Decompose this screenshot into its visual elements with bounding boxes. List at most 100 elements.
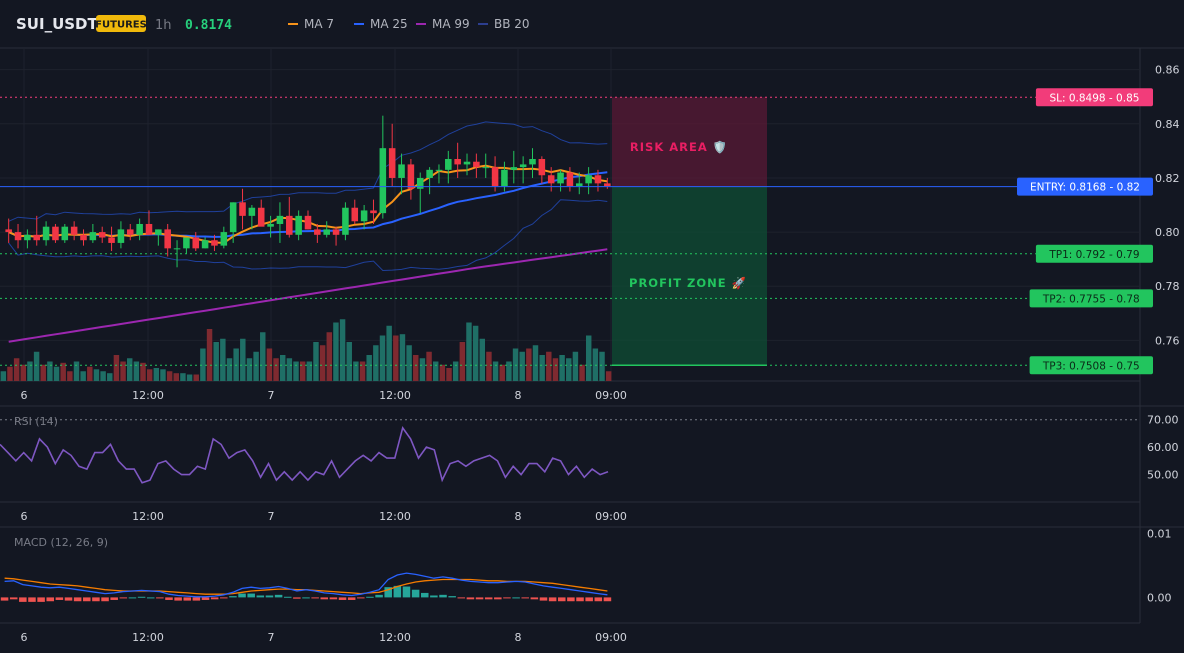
candle[interactable] [529,148,536,178]
candle[interactable] [332,226,340,246]
candle[interactable] [164,223,171,257]
candle[interactable] [211,234,218,252]
candle[interactable] [426,167,433,195]
candle[interactable] [5,218,12,243]
candle[interactable] [257,199,265,227]
volume-bar [113,355,120,381]
candle[interactable] [454,142,461,178]
candle[interactable] [248,205,256,230]
candle[interactable] [33,215,41,246]
macd-line[interactable] [4,572,608,598]
volume-bar [286,358,293,381]
candle-body [501,169,508,187]
rsi-axis[interactable]: 70.00 60.00 50.00 [1147,414,1179,482]
candle[interactable] [547,167,555,192]
candle[interactable] [473,153,480,178]
candle[interactable] [435,164,443,184]
candle[interactable] [192,232,200,252]
candle[interactable] [267,215,274,238]
tp2-level-tag[interactable] [1029,289,1153,308]
candle-body [276,215,284,224]
ma99-line[interactable] [8,248,608,343]
candle[interactable] [323,221,330,238]
candle[interactable] [239,188,246,230]
candle[interactable] [117,221,125,249]
volume-bar [253,351,259,381]
sl-level-tag[interactable] [1035,88,1153,107]
candle[interactable] [585,167,592,195]
macd-axis[interactable]: 0.01 0.00 [1147,527,1172,604]
rsi-title[interactable]: RSI (14) [14,415,58,428]
candle[interactable] [183,237,190,254]
candle[interactable] [351,199,359,224]
candle[interactable] [491,156,499,192]
time-axes[interactable]: 6 12:00 7 12:00 8 09:00 6 12:00 7 12:00 8 09:00 6 12:… [21,389,627,644]
macd-histogram-bar [557,597,566,602]
candle[interactable] [201,237,209,249]
candle[interactable] [42,221,50,246]
candle[interactable] [463,153,471,176]
candle[interactable] [155,229,162,246]
macd-histogram-bar [137,596,146,598]
candle[interactable] [575,172,583,195]
volume-bar [406,345,412,381]
candle[interactable] [594,169,602,192]
candle[interactable] [70,221,78,241]
candle[interactable] [173,240,181,268]
candle[interactable] [229,202,237,243]
candle[interactable] [445,150,452,184]
candle[interactable] [304,210,312,230]
candle[interactable] [127,223,134,241]
risk-area-zone[interactable] [612,97,767,187]
candle[interactable] [98,226,106,243]
candle[interactable] [52,223,59,243]
candle[interactable] [388,123,396,187]
entry-level-tag[interactable] [1017,177,1153,196]
candle[interactable] [416,172,424,214]
candle[interactable] [510,150,518,184]
volume-bar [366,355,372,381]
candle[interactable] [342,202,349,241]
timeframe-label[interactable]: 1h [155,18,172,33]
ma99-legend-label[interactable]: MA 99 [432,17,470,31]
candle[interactable] [286,196,293,238]
candle[interactable] [145,210,153,235]
bb-lower-line [8,199,608,272]
candle[interactable] [14,223,22,249]
candle[interactable] [314,223,321,243]
candle[interactable] [61,223,69,243]
candle[interactable] [538,156,546,184]
profit-zone[interactable] [612,186,767,366]
candle[interactable] [398,153,405,195]
macd-title[interactable]: MACD (12, 26, 9) [14,536,108,549]
candle[interactable] [276,202,284,243]
candle[interactable] [136,218,143,241]
price-axis[interactable]: 0.86 0.84 0.82 0.80 0.78 0.76 [1155,64,1180,348]
candle[interactable] [295,210,302,241]
candle[interactable] [220,226,228,249]
symbol-name[interactable]: SUI_USDT [16,15,98,33]
time-axis-label: 12:00 [132,389,164,402]
candle[interactable] [89,223,97,243]
candle[interactable] [360,205,368,230]
candle[interactable] [407,159,415,200]
candle[interactable] [519,156,527,184]
candle[interactable] [379,115,387,219]
candle-body [445,159,452,170]
candle[interactable] [108,226,115,252]
candle[interactable] [566,167,574,192]
candle[interactable] [24,229,31,249]
time-axis-label: 6 [21,510,28,523]
ma25-legend-label[interactable]: MA 25 [370,17,408,31]
tp1-level-tag[interactable] [1035,244,1153,263]
candle[interactable] [482,153,489,178]
candle[interactable] [557,169,564,192]
ma7-legend-label[interactable]: MA 7 [304,17,334,31]
tp3-level-tag[interactable] [1029,356,1153,375]
candle[interactable] [80,229,87,246]
rsi-line[interactable] [0,426,609,484]
candle[interactable] [370,199,377,224]
bb20-legend-label[interactable]: BB 20 [494,17,530,31]
